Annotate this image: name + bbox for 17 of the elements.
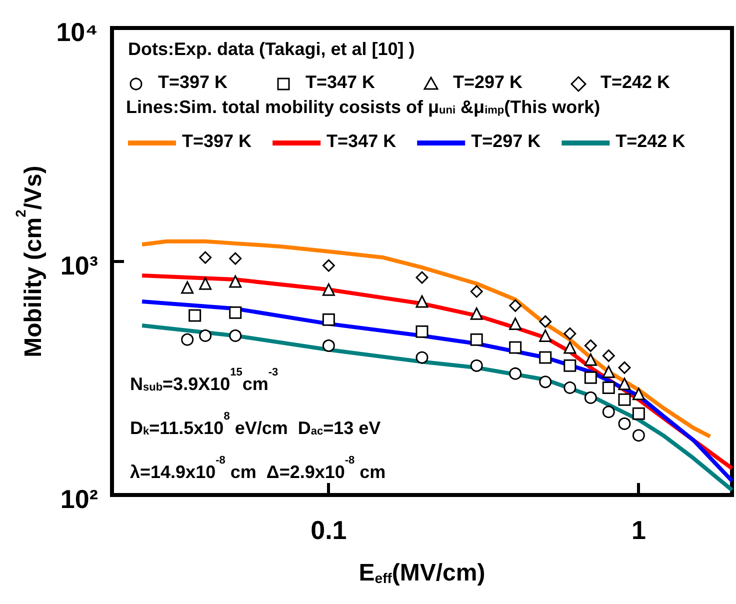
legend-label: T=347 K [326,131,396,151]
x-axis-title: Eeff(MV/cm) [358,560,486,586]
y-tick-label: 10⁴ [56,17,98,47]
y-tick-label: 10³ [60,250,98,280]
x-tick-label: 0.1 [310,515,347,545]
legend-label: T=397 K [182,131,252,151]
y-axis-title: Mobility (cm2/Vs) [12,166,47,358]
annotation: Lines:Sim. total mobility cosists of μuni &μimp(This work) [126,97,600,117]
annotation: Dots:Exp. data (Takagi, et al [10] ) [128,39,415,59]
legend-label: T=242 K [600,72,670,92]
legend-label: T=397 K [158,72,228,92]
legend-label: T=297 K [453,72,523,92]
legend-label: T=297 K [471,131,541,151]
y-tick-label: 10² [60,484,98,514]
legend-label: T=242 K [616,131,686,151]
legend-label: T=347 K [306,72,376,92]
x-tick-label: 1 [631,515,646,545]
